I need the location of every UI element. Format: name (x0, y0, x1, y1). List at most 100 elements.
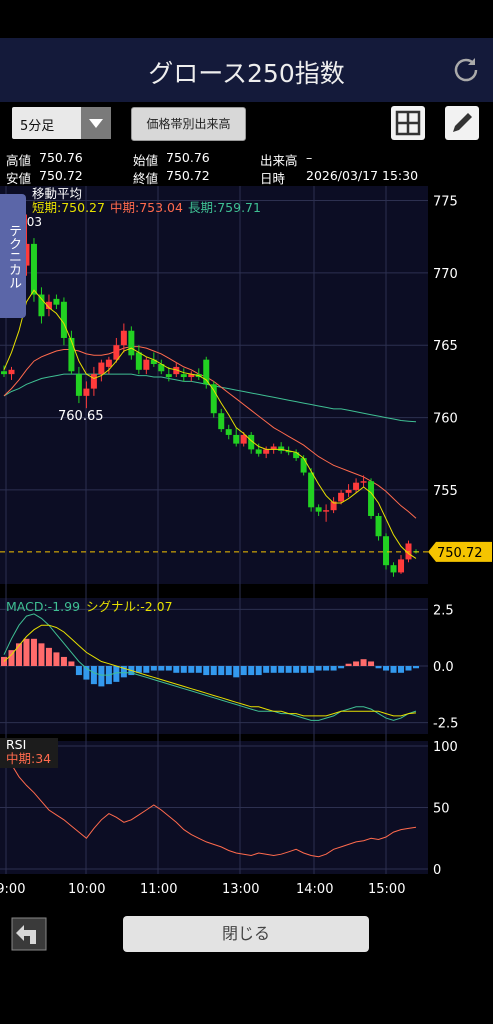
macd-histogram-bar (383, 666, 390, 671)
toolbar: 5分足 価格帯別出来高 (0, 102, 493, 146)
candle-body (368, 481, 375, 516)
macd-histogram-bar (248, 666, 255, 676)
x-tick-label: 10:00 (68, 882, 105, 897)
refresh-icon[interactable] (453, 56, 479, 82)
macd-histogram-bar (75, 666, 82, 676)
candle-body (135, 352, 142, 370)
macd-histogram-bar (195, 666, 202, 673)
price-y-tick-label: 755 (433, 484, 458, 499)
candle-body (315, 507, 322, 512)
x-tick-label: 09:00 (0, 882, 25, 897)
macd-histogram-bar (368, 661, 375, 666)
rsi-line (3, 751, 417, 858)
macd-histogram-bar (263, 666, 270, 673)
macd-line (3, 613, 417, 721)
draw-button[interactable] (445, 106, 479, 140)
macd-histogram-bar (360, 659, 367, 666)
header-bar: グロース250指数 (0, 38, 493, 102)
macd-histogram-bar (15, 643, 22, 666)
page-title: グロース250指数 (148, 59, 345, 88)
macd-histogram-bar (38, 643, 45, 666)
macd-histogram-bar (218, 666, 225, 676)
candle-body (360, 481, 367, 483)
macd-y-tick-label: -2.5 (433, 717, 458, 732)
candle-body (30, 243, 37, 295)
macd-histogram-bar (375, 666, 382, 669)
low-label: 安値 (6, 171, 32, 186)
technical-tab[interactable]: テクニカル (0, 194, 26, 318)
candle-body (60, 301, 67, 338)
candle-body (285, 450, 292, 453)
macd-histogram-bar (300, 666, 307, 673)
low-annotation: 760.65 (58, 409, 104, 424)
chart-area[interactable]: 09:00 10:00 11:00 13:00 14:00 15:00 775 770 765 7… (0, 186, 493, 900)
volume-label: 出来高 (260, 153, 298, 168)
macd-histogram-bar (180, 666, 187, 673)
macd-histogram-bar (345, 663, 352, 666)
candle-body (203, 359, 210, 385)
rsi-y-tick-label: 50 (433, 802, 450, 817)
candle-body (293, 452, 300, 459)
macd-y-tick-label: 2.5 (433, 603, 454, 618)
price-y-tick-label: 770 (433, 267, 458, 282)
candle-body (330, 501, 337, 511)
ma-legend-title: 移動平均 (32, 186, 82, 201)
volume-by-price-button[interactable]: 価格帯別出来高 (131, 107, 246, 141)
macd-histogram-bar (353, 661, 360, 666)
price-y-tick-label: 775 (433, 194, 458, 209)
time-label: 日時 (260, 171, 286, 186)
candle-body (248, 434, 255, 450)
candle-body (158, 364, 165, 372)
candle-body (270, 446, 277, 450)
macd-histogram-bar (120, 666, 127, 678)
candle-body (210, 384, 217, 414)
macd-histogram-bar (158, 666, 165, 671)
candle-body (120, 330, 127, 346)
macd-histogram-bar (150, 666, 157, 671)
open-label: 始値 (133, 153, 159, 168)
rsi-label: RSI (6, 737, 26, 752)
macd-histogram-bar (405, 666, 412, 671)
low-value: 750.72 (39, 168, 83, 183)
macd-y-tick-label: 0.0 (433, 660, 454, 675)
macd-histogram-bar (285, 666, 292, 673)
grid-icon (395, 110, 421, 136)
candle-body (233, 434, 240, 444)
back-arrow-icon (11, 917, 47, 951)
candle-body (180, 374, 187, 378)
macd-histogram-bar (165, 666, 172, 671)
macd-histogram-bar (135, 666, 142, 673)
macd-histogram-bar (308, 666, 315, 673)
open-value: 750.76 (166, 150, 210, 165)
back-button[interactable] (10, 916, 48, 952)
rsi-y-tick-label: 100 (433, 740, 458, 755)
candle-body (90, 374, 97, 389)
candle-body (323, 510, 330, 512)
macd-signal-label: シグナル:-2.07 (86, 599, 173, 614)
macd-histogram-bar (203, 666, 210, 676)
candle-body (263, 449, 270, 454)
candle-body (255, 449, 262, 454)
candle-body (128, 330, 135, 356)
chevron-down-icon (81, 107, 111, 139)
candle-body (150, 359, 157, 365)
interval-select[interactable]: 5分足 (12, 107, 111, 139)
macd-histogram-bar (60, 656, 67, 666)
macd-histogram-bar (390, 666, 397, 673)
bottom-bar: 閉じる (0, 900, 493, 1024)
candle-body (353, 482, 360, 490)
candle-body (68, 337, 75, 372)
price-y-tick-label: 765 (433, 339, 458, 354)
candle-body (390, 565, 397, 573)
macd-histogram-bar (338, 666, 345, 669)
price-y-tick-label: 760 (433, 412, 458, 427)
close-button[interactable]: 閉じる (123, 916, 369, 952)
layout-button[interactable] (391, 106, 425, 140)
candle-body (218, 413, 225, 430)
ma-legend-long: 長期:759.71 (188, 200, 261, 215)
candle-body (188, 374, 195, 378)
macd-histogram-bar (143, 666, 150, 673)
candle-body (345, 489, 352, 493)
rsi-y-tick-label: 0 (433, 863, 441, 878)
candle-body (278, 446, 285, 451)
